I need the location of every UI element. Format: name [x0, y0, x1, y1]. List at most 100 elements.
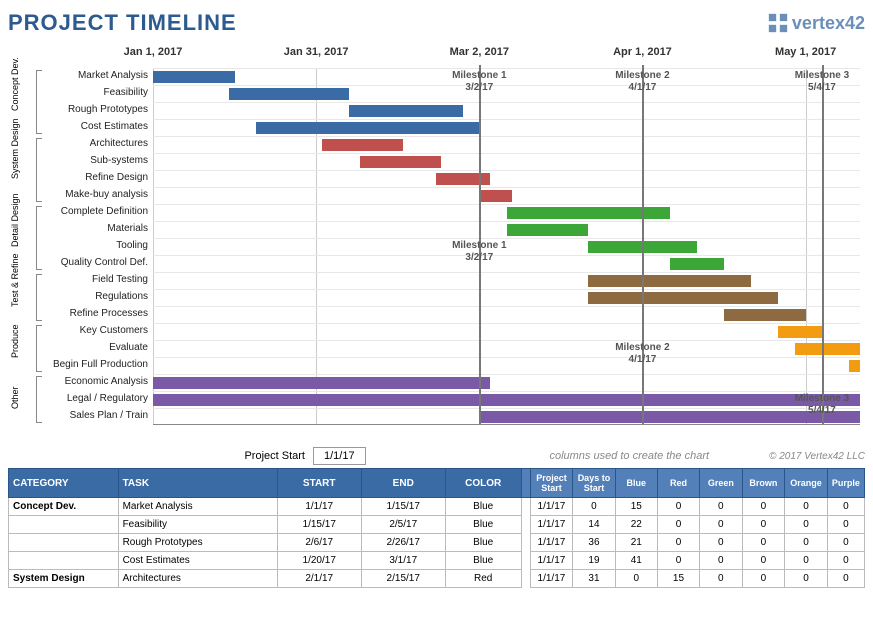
milestone-label: Milestone 35/4/17 — [795, 393, 849, 417]
table-subheader: Brown — [742, 469, 785, 498]
table-cell: 0 — [785, 498, 828, 516]
table-cell: 41 — [615, 552, 657, 570]
gantt-bar — [153, 394, 860, 406]
group-label: Other — [10, 389, 20, 409]
table-cell: 14 — [573, 516, 615, 534]
table-cell: System Design — [9, 570, 119, 588]
table-cell: 1/20/17 — [277, 552, 361, 570]
table-cell: 21 — [615, 534, 657, 552]
table-cell: Blue — [445, 552, 521, 570]
date-tick: Apr 1, 2017 — [613, 46, 672, 58]
gantt-bar — [256, 122, 479, 134]
task-label: Quality Control Def. — [48, 257, 148, 268]
table-cell: 0 — [827, 534, 864, 552]
table-cell — [521, 534, 530, 552]
gantt-bar — [153, 377, 490, 389]
row-grid-line — [153, 374, 860, 375]
row-grid-line — [153, 221, 860, 222]
task-row: Quality Control Def. — [8, 255, 860, 272]
table-header: END — [361, 469, 445, 498]
table-subheader: Green — [700, 469, 743, 498]
date-axis: Jan 1, 2017Jan 31, 2017Mar 2, 2017Apr 1,… — [153, 46, 860, 64]
milestone-label: Milestone 24/1/17 — [615, 70, 669, 94]
table-cell: 1/1/17 — [530, 498, 573, 516]
task-label: Architectures — [48, 138, 148, 149]
task-row: Architectures — [8, 136, 860, 153]
gantt-bar — [507, 224, 589, 236]
task-label: Tooling — [48, 240, 148, 251]
table-cell: 0 — [827, 498, 864, 516]
task-label: Refine Processes — [48, 308, 148, 319]
gantt-bar — [507, 207, 670, 219]
group-brace — [36, 70, 42, 134]
table-header: CATEGORY — [9, 469, 119, 498]
gantt-bar — [778, 326, 822, 338]
gantt-bar — [670, 258, 724, 270]
chart-columns-note: columns used to create the chart — [366, 450, 769, 462]
table-cell: 2/15/17 — [361, 570, 445, 588]
task-label: Feasibility — [48, 87, 148, 98]
task-label: Begin Full Production — [48, 359, 148, 370]
table-cell: Blue — [445, 498, 521, 516]
milestone-label: Milestone 35/4/17 — [795, 70, 849, 94]
table-cell: 15 — [615, 498, 657, 516]
table-cell: 1/1/17 — [530, 516, 573, 534]
table-cell: 0 — [742, 516, 785, 534]
table-cell — [9, 516, 119, 534]
table-cell: 15 — [657, 570, 699, 588]
gantt-bar — [588, 241, 697, 253]
table-cell: 1/15/17 — [277, 516, 361, 534]
logo: vertex42 — [767, 12, 865, 34]
data-table-section: Project Start 1/1/17 columns used to cre… — [8, 447, 865, 588]
date-tick: Jan 31, 2017 — [284, 46, 349, 58]
table-row: System DesignArchitectures2/1/172/15/17R… — [9, 570, 865, 588]
group-label: System Design — [10, 159, 20, 179]
table-subheader: Days to Start — [573, 469, 615, 498]
task-label: Materials — [48, 223, 148, 234]
table-cell: Rough Prototypes — [118, 534, 277, 552]
task-row: Begin Full Production — [8, 357, 860, 374]
table-cell: 1/1/17 — [277, 498, 361, 516]
copyright: © 2017 Vertex42 LLC — [769, 451, 865, 462]
task-label: Legal / Regulatory — [48, 393, 148, 404]
project-start-label: Project Start — [213, 450, 313, 462]
gantt-bar — [724, 309, 806, 321]
task-label: Make-buy analysis — [48, 189, 148, 200]
task-row: Evaluate — [8, 340, 860, 357]
gantt-bar — [229, 88, 349, 100]
date-tick: Mar 2, 2017 — [450, 46, 509, 58]
table-cell: 0 — [700, 498, 743, 516]
table-cell: 0 — [657, 552, 699, 570]
row-grid-line — [153, 187, 860, 188]
row-grid-line — [153, 357, 860, 358]
table-cell: 31 — [573, 570, 615, 588]
table-cell: 0 — [573, 498, 615, 516]
table-cell: 19 — [573, 552, 615, 570]
table-cell: 2/26/17 — [361, 534, 445, 552]
table-subheader: Project Start — [530, 469, 573, 498]
gantt-bar — [322, 139, 404, 151]
task-row: Complete Definition — [8, 204, 860, 221]
table-cell: 0 — [827, 516, 864, 534]
table-cell: 0 — [700, 516, 743, 534]
gantt-bar — [153, 71, 235, 83]
table-row: Concept Dev.Market Analysis1/1/171/15/17… — [9, 498, 865, 516]
table-cell: 2/6/17 — [277, 534, 361, 552]
table-cell — [521, 516, 530, 534]
row-grid-line — [153, 119, 860, 120]
table-cell: 2/5/17 — [361, 516, 445, 534]
task-label: Rough Prototypes — [48, 104, 148, 115]
table-subheader: Red — [657, 469, 699, 498]
group-brace — [36, 206, 42, 270]
group-brace — [36, 376, 42, 423]
page-title: PROJECT TIMELINE — [8, 10, 237, 36]
task-label: Refine Design — [48, 172, 148, 183]
task-row: Market Analysis — [8, 68, 860, 85]
table-cell: Cost Estimates — [118, 552, 277, 570]
task-row: Materials — [8, 221, 860, 238]
task-row: Key Customers — [8, 323, 860, 340]
table-header: COLOR — [445, 469, 521, 498]
table-cell: Blue — [445, 534, 521, 552]
table-cell: Red — [445, 570, 521, 588]
table-cell: 22 — [615, 516, 657, 534]
